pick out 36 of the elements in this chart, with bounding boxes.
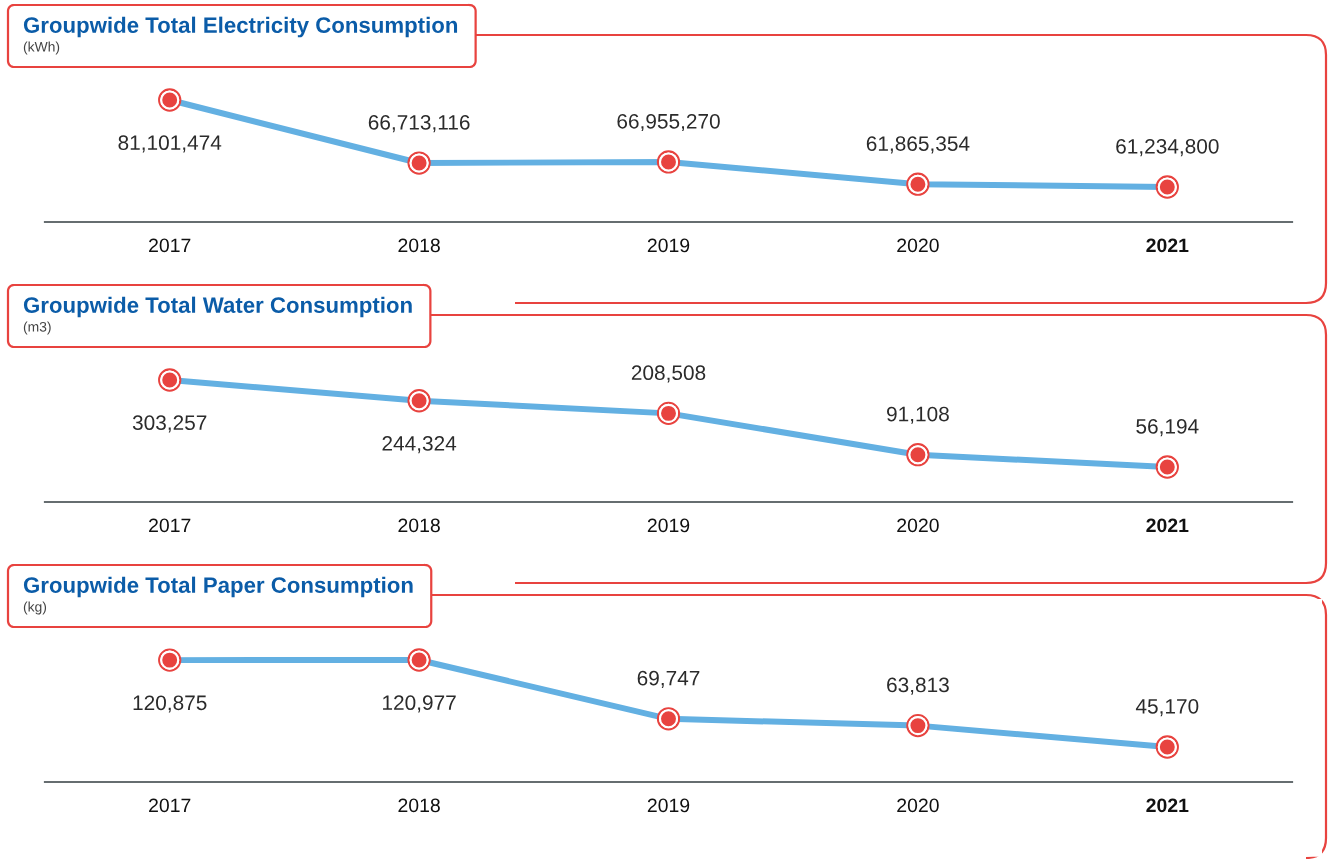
x-tick-label: 2020 [897, 518, 939, 533]
data-label: 66,713,116 [368, 114, 470, 133]
x-tick-label: 2017 [149, 798, 191, 813]
x-tick-label: 2017 [149, 518, 191, 533]
data-label: 120,875 [133, 695, 207, 713]
x-tick-label: 2019 [647, 238, 690, 253]
chart-title: Groupwide Total Paper Consumption [23, 576, 413, 598]
x-tick-label: 2020 [897, 238, 939, 253]
data-label: 91,108 [887, 406, 949, 424]
chart-subtitle: (kg) [23, 601, 47, 615]
x-tick-label: 2021 [1146, 798, 1189, 813]
chart-title: Groupwide Total Water Consumption [23, 296, 412, 318]
data-label: 66,955,270 [617, 113, 720, 132]
data-label: 208,508 [631, 365, 706, 383]
data-label: 45,170 [1135, 698, 1199, 717]
data-label: 69,747 [637, 670, 700, 688]
x-tick-label: 2021 [1146, 238, 1189, 253]
x-tick-label: 2018 [398, 518, 440, 533]
x-tick-label: 2018 [398, 798, 440, 813]
x-tick-label: 2017 [149, 238, 191, 253]
chart-subtitle: (kWh) [23, 41, 60, 55]
data-label: 61,865,354 [866, 136, 970, 154]
data-label: 120,977 [383, 695, 456, 713]
x-tick-label: 2021 [1146, 518, 1189, 533]
chart-subtitle: (m3) [23, 321, 51, 335]
x-tick-label: 2020 [897, 798, 939, 813]
data-label: 303,257 [132, 415, 207, 433]
data-label: 56,194 [1136, 418, 1199, 437]
chart-title: Groupwide Total Electricity Consumption [23, 16, 458, 38]
x-tick-label: 2018 [398, 238, 440, 253]
data-label: 81,101,474 [118, 135, 222, 153]
x-tick-label: 2019 [647, 518, 690, 533]
data-label: 61,234,800 [1116, 138, 1219, 157]
data-label: 63,813 [887, 677, 949, 695]
data-label: 244,324 [382, 436, 457, 454]
x-tick-label: 2019 [647, 798, 690, 813]
